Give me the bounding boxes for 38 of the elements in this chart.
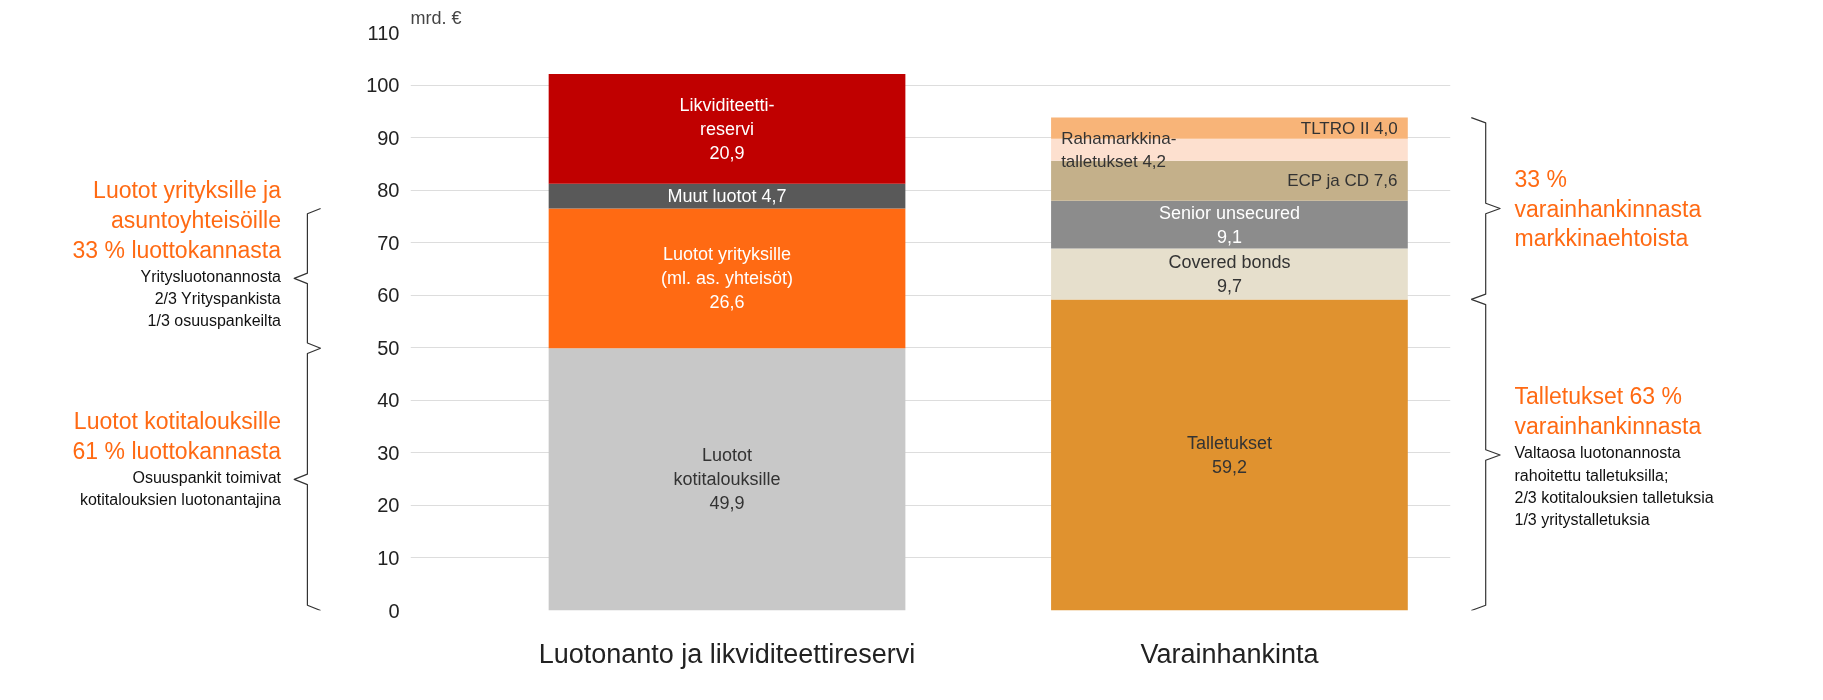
text: 33 % varainhankinnasta markkinaehtoista [1514, 165, 1702, 252]
series-label: Luotot kotitalouksille [673, 445, 781, 490]
text: Luotot yrityksille ja asuntoyhteisöille 33 % luottokannasta [72, 176, 282, 263]
y-tick-label: 90 [377, 126, 400, 149]
x-tick-label: Varainhankinta [1140, 638, 1320, 669]
y-tick-label: 80 [377, 179, 400, 202]
data-label: 20,9 [709, 142, 745, 163]
y-axis-title: mrd. € [410, 7, 462, 28]
text: Valtaosa luotonannosta rahoitettu talletuksilla; 2/3 kotitalouksien talletuksia 1/3 yritystalletuksia [1514, 444, 1714, 528]
y-tick-label: 60 [377, 284, 400, 307]
data-label: 9,1 [1216, 226, 1242, 247]
text: Osuuspankit toimivat kotitalouksien luotonantajina [79, 468, 282, 508]
text: Luotot kotitalouksille 61 % luottokannasta [72, 407, 282, 464]
series-label: Senior unsecured [1158, 202, 1300, 223]
y-tick-label: 100 [366, 74, 400, 97]
text: TLTRO II 4,0 [1300, 118, 1398, 138]
text: Muut luotot 4,7 [667, 186, 787, 207]
y-tick-label: 0 [388, 599, 400, 622]
y-tick-label: 10 [377, 546, 400, 569]
text: Yritysluotonannosta 2/3 Yrityspankista 1/3 osuuspankeilta [140, 267, 282, 330]
y-tick-label: 20 [377, 494, 400, 517]
x-tick-label: Luotonanto ja likviditeettireservi [538, 638, 916, 669]
series-label: Likviditeetti- reservi [679, 94, 775, 139]
y-tick-label: 70 [377, 231, 400, 254]
text: Rahamarkkina- talletukset 4,2 [1061, 128, 1177, 171]
data-label: 9,7 [1216, 275, 1242, 296]
series-label: Luotot yrityksille (ml. as. yhteisöt) [661, 244, 794, 289]
data-label: 49,9 [709, 493, 745, 514]
y-tick-label: 40 [377, 389, 400, 412]
series-label: Covered bonds [1168, 251, 1291, 272]
text: ECP ja CD 7,6 [1287, 171, 1398, 191]
y-tick-label: 30 [377, 441, 400, 464]
y-tick-label: 110 [367, 21, 400, 44]
text: Talletukset 63 % varainhankinnasta [1514, 383, 1702, 440]
series-label: Talletukset [1186, 432, 1272, 453]
y-tick-label: 50 [377, 336, 400, 359]
data-label: 59,2 [1211, 456, 1247, 477]
data-label: 26,6 [709, 292, 745, 313]
